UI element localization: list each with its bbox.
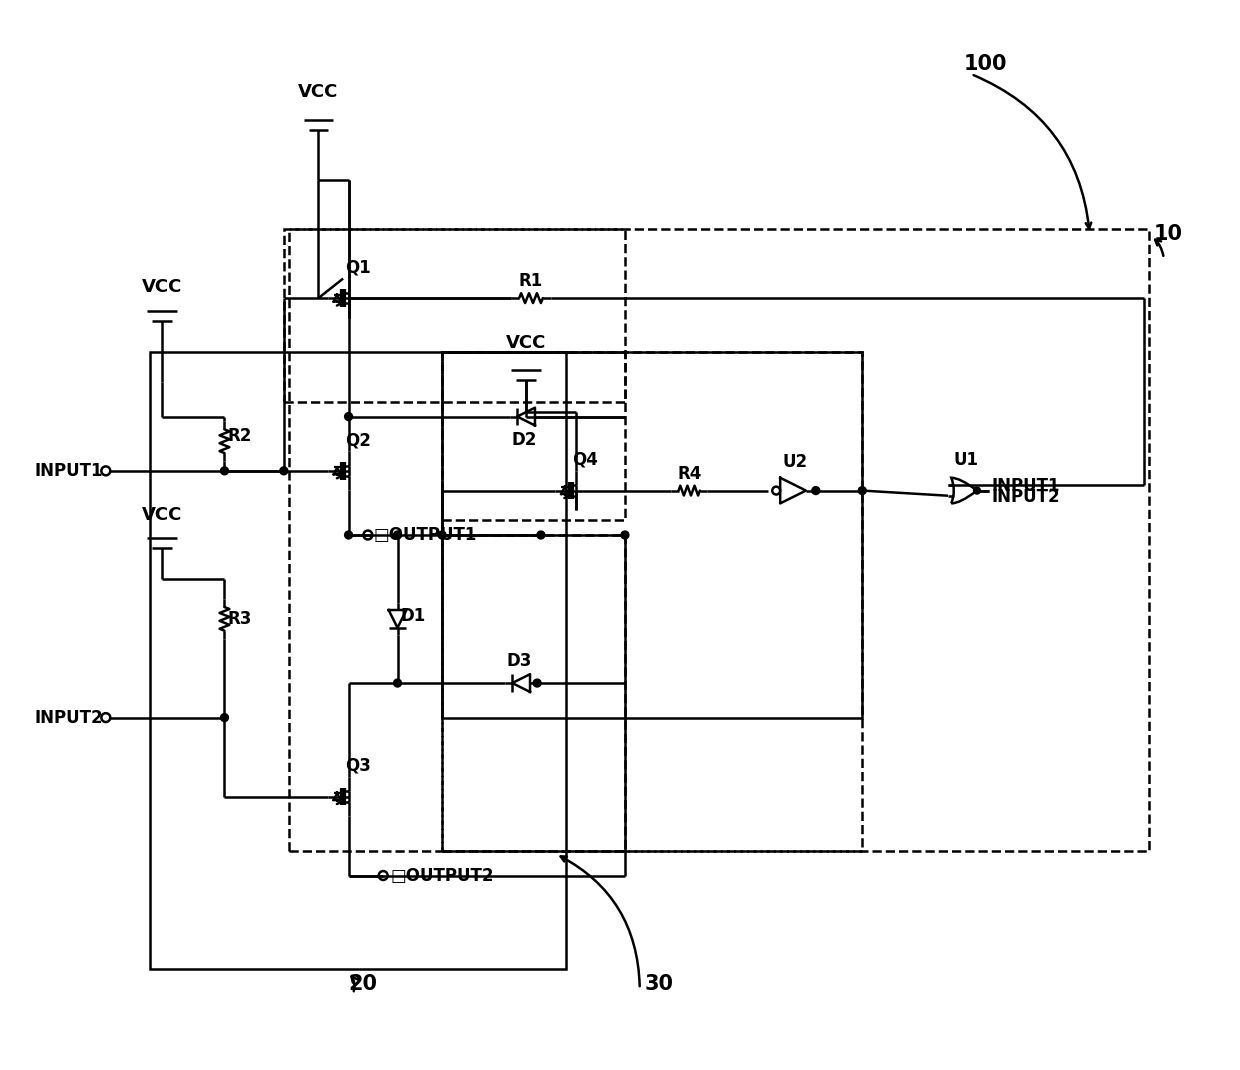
Text: VCC: VCC [506, 335, 547, 352]
Circle shape [533, 679, 541, 687]
Circle shape [345, 413, 352, 421]
Text: INPUT1: INPUT1 [992, 476, 1060, 494]
Circle shape [438, 531, 446, 539]
Text: D1: D1 [401, 607, 425, 625]
Circle shape [345, 531, 352, 539]
Text: INPUT2: INPUT2 [992, 489, 1060, 506]
Circle shape [621, 531, 629, 539]
Circle shape [812, 487, 820, 494]
Circle shape [858, 487, 867, 494]
Text: 10: 10 [1154, 224, 1183, 244]
Circle shape [393, 531, 402, 539]
Text: 100: 100 [965, 55, 1008, 74]
Text: Q3: Q3 [345, 756, 371, 775]
Circle shape [393, 679, 402, 687]
Bar [284, 229, 625, 401]
Bar [441, 352, 862, 851]
Text: R2: R2 [227, 427, 252, 445]
Circle shape [537, 531, 544, 539]
Text: U2: U2 [782, 453, 807, 471]
Text: 20: 20 [348, 974, 377, 994]
Bar [150, 352, 565, 969]
Text: R3: R3 [227, 610, 252, 628]
Circle shape [280, 467, 288, 475]
Text: Q4: Q4 [573, 450, 599, 469]
Text: VCC: VCC [143, 278, 182, 296]
Text: □OUTPUT1: □OUTPUT1 [373, 526, 477, 544]
Circle shape [973, 487, 981, 494]
Text: Q2: Q2 [345, 431, 371, 449]
Text: VCC: VCC [143, 506, 182, 524]
Text: □OUTPUT2: □OUTPUT2 [391, 867, 494, 885]
Bar [441, 535, 625, 851]
Bar [441, 352, 625, 520]
Text: D2: D2 [511, 431, 537, 449]
Bar [289, 229, 1149, 851]
Text: U1: U1 [954, 450, 978, 469]
Circle shape [221, 714, 228, 721]
Text: 30: 30 [645, 974, 675, 994]
Text: Q1: Q1 [345, 258, 371, 276]
Text: INPUT2: INPUT2 [35, 708, 103, 727]
Text: VCC: VCC [299, 82, 339, 101]
Bar [441, 352, 862, 718]
Circle shape [221, 467, 228, 475]
Text: D3: D3 [506, 653, 532, 670]
Text: R1: R1 [518, 272, 543, 290]
Text: INPUT1: INPUT1 [35, 462, 103, 479]
Text: R4: R4 [677, 464, 702, 483]
